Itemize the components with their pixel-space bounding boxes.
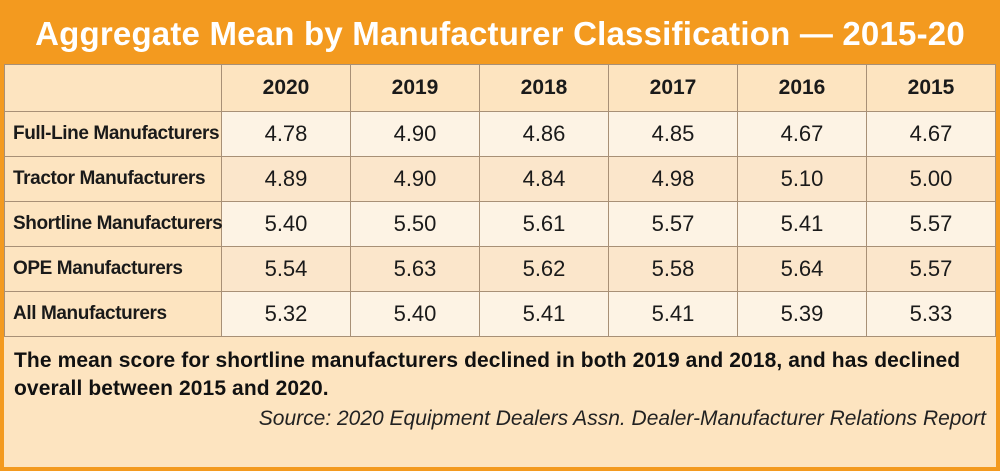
column-header-2017: 2017 — [608, 64, 738, 112]
value-cell-2016: 5.64 — [737, 246, 867, 292]
value-cell-2020: 4.78 — [221, 111, 351, 157]
value-cell-2019: 4.90 — [350, 156, 480, 202]
table-row: Shortline Manufacturers 5.40 5.50 5.61 5.57 5… — [4, 201, 996, 247]
value-cell-2019: 5.63 — [350, 246, 480, 292]
data-table: 2020 2019 2018 2017 2016 2015 Full-Line … — [4, 64, 996, 337]
value-cell-2019: 5.40 — [350, 291, 480, 337]
value-cell-2017: 5.58 — [608, 246, 738, 292]
column-header-2020: 2020 — [221, 64, 351, 112]
column-header-2018: 2018 — [479, 64, 609, 112]
value-cell-2015: 5.00 — [866, 156, 996, 202]
table-row: Tractor Manufacturers 4.89 4.90 4.84 4.98 5.1… — [4, 156, 996, 202]
value-cell-2016: 5.10 — [737, 156, 867, 202]
column-header-2015: 2015 — [866, 64, 996, 112]
table-row: OPE Manufacturers 5.54 5.63 5.62 5.58 5.64 5.5… — [4, 246, 996, 292]
table-title: Aggregate Mean by Manufacturer Classific… — [4, 4, 996, 64]
value-cell-2015: 5.33 — [866, 291, 996, 337]
table-row: All Manufacturers 5.32 5.40 5.41 5.41 5.39 5.3… — [4, 291, 996, 337]
corner-cell — [4, 64, 222, 112]
value-cell-2016: 5.41 — [737, 201, 867, 247]
value-cell-2018: 5.41 — [479, 291, 609, 337]
value-cell-2018: 4.84 — [479, 156, 609, 202]
row-label: All Manufacturers — [4, 291, 222, 337]
row-label: Tractor Manufacturers — [4, 156, 222, 202]
value-cell-2015: 5.57 — [866, 246, 996, 292]
value-cell-2017: 5.41 — [608, 291, 738, 337]
table-note: The mean score for shortline manufacture… — [14, 349, 961, 400]
value-cell-2016: 5.39 — [737, 291, 867, 337]
value-cell-2018: 5.61 — [479, 201, 609, 247]
value-cell-2020: 5.32 — [221, 291, 351, 337]
table-row: Full-Line Manufacturers 4.78 4.90 4.86 4.85 4… — [4, 111, 996, 157]
value-cell-2019: 5.50 — [350, 201, 480, 247]
value-cell-2017: 4.98 — [608, 156, 738, 202]
value-cell-2019: 4.90 — [350, 111, 480, 157]
row-label: Shortline Manufacturers — [4, 201, 223, 247]
row-label: Full-Line Manufacturers — [4, 111, 222, 157]
value-cell-2015: 5.57 — [866, 201, 996, 247]
column-header-2019: 2019 — [350, 64, 480, 112]
value-cell-2020: 5.40 — [221, 201, 351, 247]
value-cell-2018: 4.86 — [479, 111, 609, 157]
header-row: 2020 2019 2018 2017 2016 2015 — [4, 64, 996, 112]
value-cell-2015: 4.67 — [866, 111, 996, 157]
value-cell-2017: 5.57 — [608, 201, 738, 247]
value-cell-2020: 4.89 — [221, 156, 351, 202]
source-credit: Source: 2020 Equipment Dealers Assn. Dea… — [258, 407, 986, 430]
row-label: OPE Manufacturers — [4, 246, 222, 292]
value-cell-2016: 4.67 — [737, 111, 867, 157]
value-cell-2020: 5.54 — [221, 246, 351, 292]
value-cell-2017: 4.85 — [608, 111, 738, 157]
value-cell-2018: 5.62 — [479, 246, 609, 292]
column-header-2016: 2016 — [737, 64, 867, 112]
